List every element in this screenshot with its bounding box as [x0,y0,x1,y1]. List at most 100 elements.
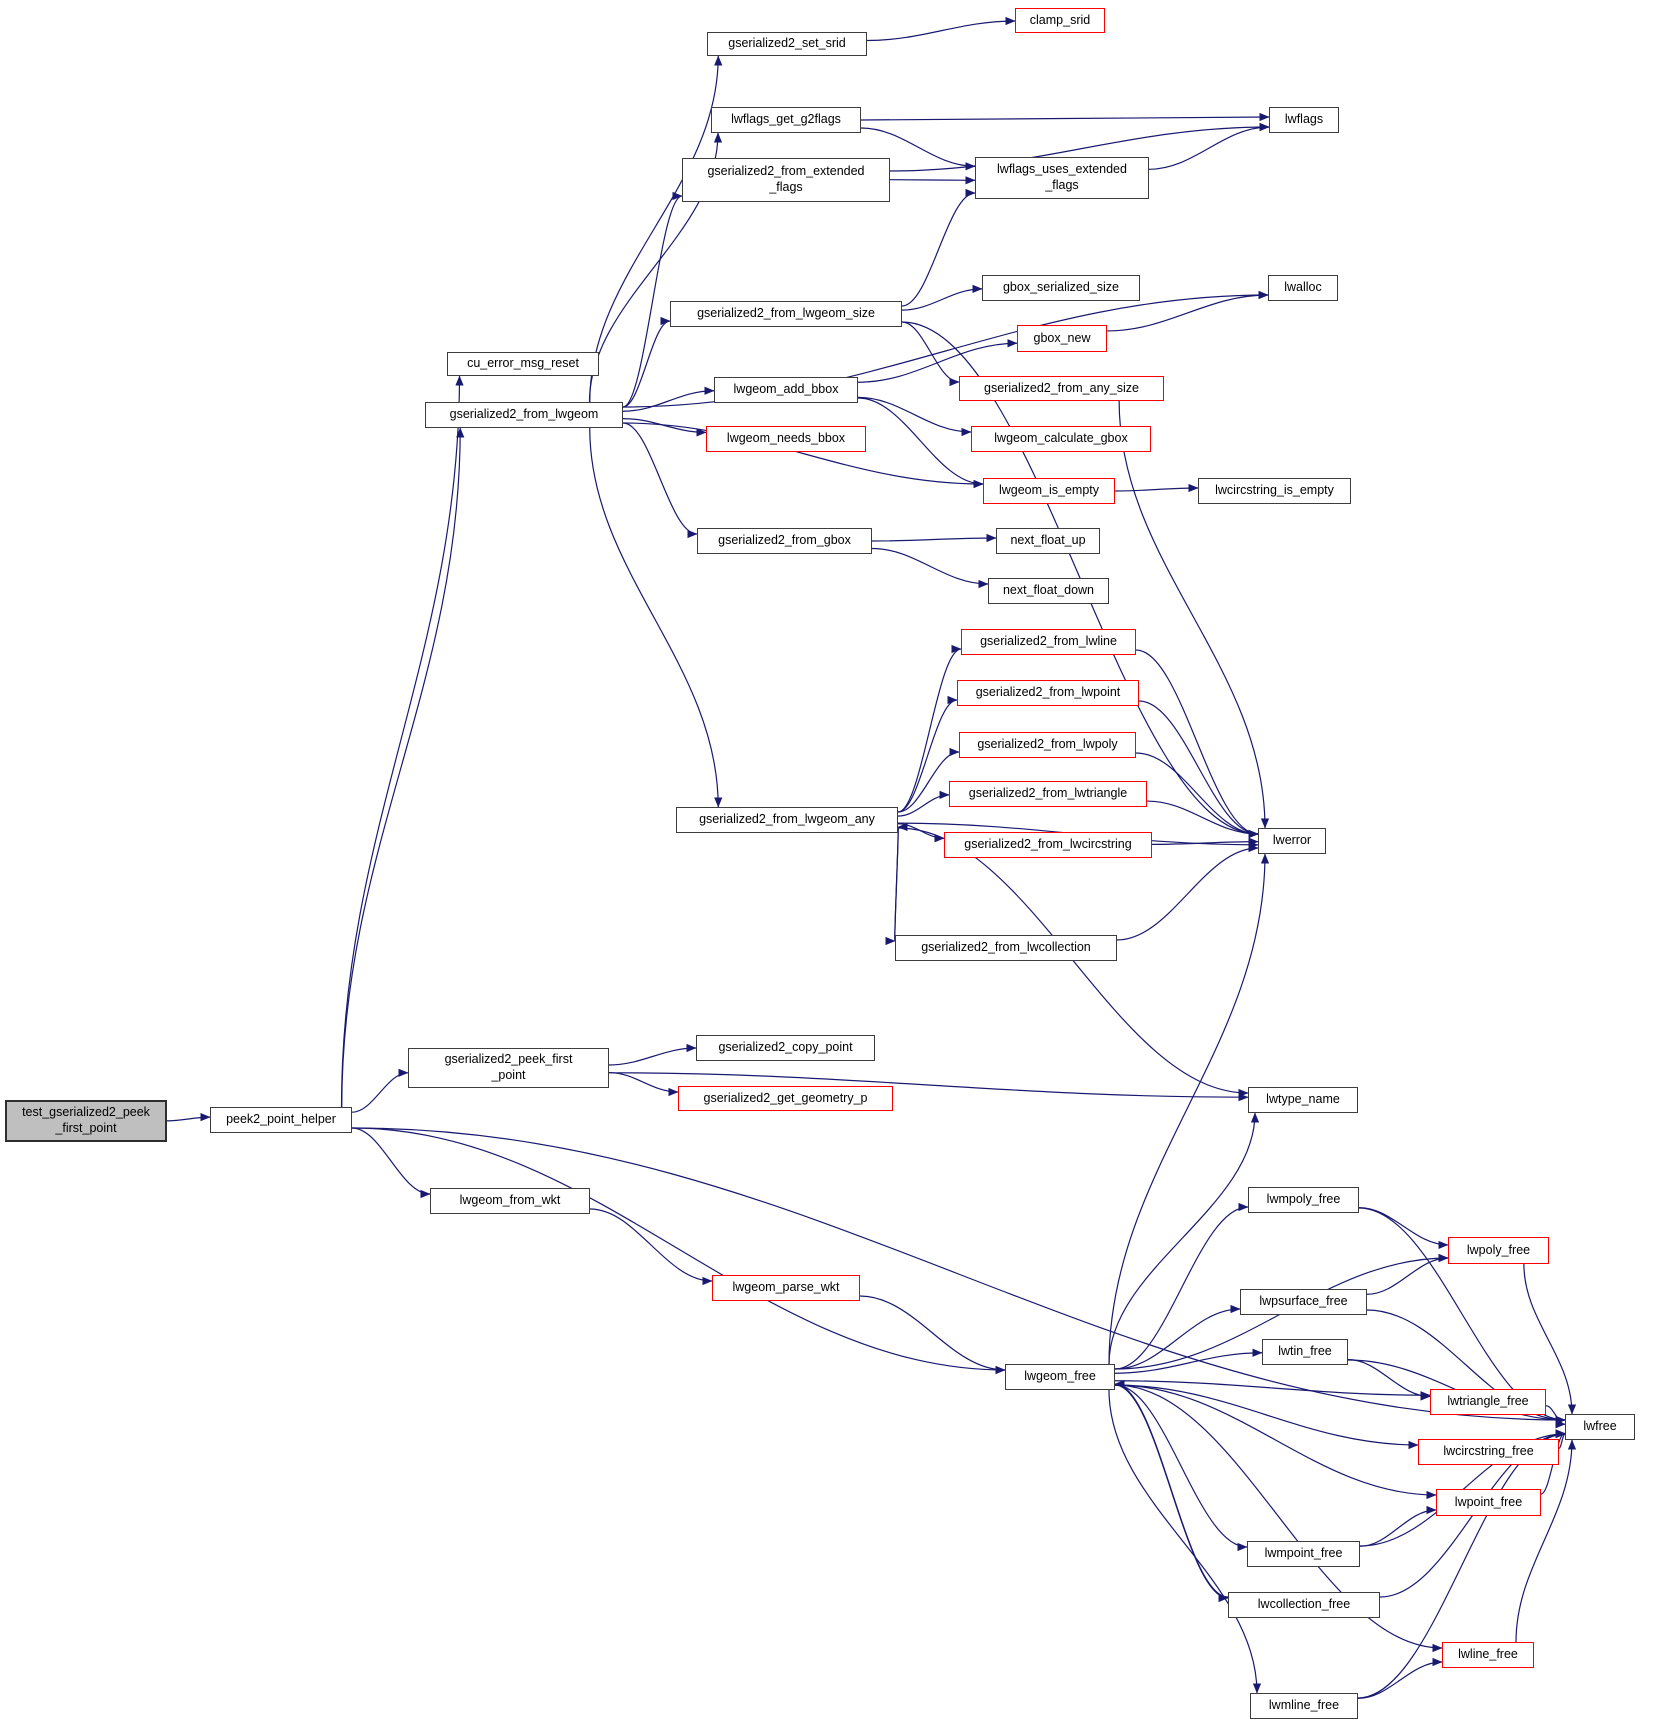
node-gserialized2_from_lwcollection[interactable]: gserialized2_from_lwcollection [895,935,1117,961]
node-lwmline_free[interactable]: lwmline_free [1250,1693,1358,1719]
node-cu_error_msg_reset[interactable]: cu_error_msg_reset [447,352,599,376]
node-gserialized2_from_any_size[interactable]: gserialized2_from_any_size [959,376,1164,401]
node-label: lwgeom_is_empty [998,483,1100,498]
node-next_float_down[interactable]: next_float_down [988,578,1109,604]
edge-test_gserialized2_peek_first_point--peek2_point_helper [166,1113,211,1122]
node-lwgeom_calculate_gbox[interactable]: lwgeom_calculate_gbox [971,426,1151,452]
node-label: lwflags_get_g2flags [731,112,841,127]
edge-lwgeom_free--lwtriangle_free [1114,1380,1431,1400]
edge-gserialized2_from_lwgeom_any--gserialized2_from_lwpoint [897,695,958,813]
node-label: lwtriangle_free [1447,1394,1529,1409]
edge-gserialized2_from_lwgeom--gserialized2_set_srid [589,55,723,403]
node-lwflags[interactable]: lwflags [1269,107,1339,133]
node-gserialized2_from_lwcircstring[interactable]: gserialized2_from_lwcircstring [944,832,1152,858]
node-lwmpoint_free[interactable]: lwmpoint_free [1247,1541,1360,1567]
node-label: lwgeom_from_wkt [459,1193,561,1208]
edge-lwmline_free--lwline_free [1357,1657,1443,1699]
edge-gserialized2_from_lwgeom--lwgeom_is_empty [622,422,984,489]
node-lwgeom_needs_bbox[interactable]: lwgeom_needs_bbox [706,426,866,452]
node-label: lwmpoint_free [1264,1546,1343,1561]
node-lwtype_name[interactable]: lwtype_name [1248,1087,1358,1113]
edge-gserialized2_from_lwgeom--gserialized2_from_gbox [622,422,698,539]
edge-lwmpoly_free--lwpoly_free [1358,1206,1449,1250]
edge-gserialized2_from_extended_flags--lwflags [889,122,1270,172]
node-label: gserialized2_copy_point [718,1040,853,1055]
node-gserialized2_copy_point[interactable]: gserialized2_copy_point [696,1035,875,1061]
node-lwcircstring_is_empty[interactable]: lwcircstring_is_empty [1198,478,1351,504]
node-lwcircstring_free[interactable]: lwcircstring_free [1418,1439,1559,1465]
node-lwmpoly_free[interactable]: lwmpoly_free [1248,1187,1359,1213]
node-gbox_new[interactable]: gbox_new [1017,325,1107,352]
node-gserialized2_peek_first_point[interactable]: gserialized2_peek_first _point [408,1048,609,1088]
edge-lwflags_uses_extended_flags--lwflags [1148,122,1270,170]
node-lwflags_uses_extended_flags[interactable]: lwflags_uses_extended _flags [975,157,1149,199]
edge-gserialized2_from_lwcircstring--lwerror [1151,837,1259,846]
node-label: lwcircstring_free [1443,1444,1534,1459]
node-lwgeom_is_empty[interactable]: lwgeom_is_empty [983,478,1115,504]
edge-gserialized2_from_lwgeom--lwgeom_add_bbox [622,386,715,412]
node-gbox_serialized_size[interactable]: gbox_serialized_size [982,275,1140,301]
node-label: gserialized2_from_any_size [984,380,1139,395]
node-label: lwpoint_free [1454,1494,1523,1509]
node-gserialized2_from_lwline[interactable]: gserialized2_from_lwline [961,629,1136,655]
edge-gserialized2_peek_first_point--gserialized2_copy_point [608,1043,697,1066]
node-clamp_srid[interactable]: clamp_srid [1015,8,1105,33]
edge-lwgeom_is_empty--lwcircstring_is_empty [1114,483,1199,493]
node-lwpsurface_free[interactable]: lwpsurface_free [1240,1289,1367,1315]
edge-gserialized2_from_lwline--lwerror [1135,649,1259,839]
edges-group [166,16,1577,1699]
node-gserialized2_from_lwgeom_any[interactable]: gserialized2_from_lwgeom_any [676,807,898,833]
node-lwgeom_free[interactable]: lwgeom_free [1005,1364,1115,1390]
node-gserialized2_from_gbox[interactable]: gserialized2_from_gbox [697,528,872,554]
edge-lwgeom_free--lwmline_free [1108,1389,1262,1694]
node-gserialized2_from_extended_flags[interactable]: gserialized2_from_extended _flags [682,158,890,202]
node-label: gserialized2_from_lwgeom_size [697,306,875,321]
edge-lwgeom_add_bbox--gbox_new [857,339,1018,383]
node-peek2_point_helper[interactable]: peek2_point_helper [210,1107,352,1133]
node-lwtin_free[interactable]: lwtin_free [1262,1339,1348,1365]
node-test_gserialized2_peek_first_point: test_gserialized2_peek _first_point [5,1100,167,1142]
node-label: lwgeom_needs_bbox [726,431,846,446]
node-lwgeom_add_bbox[interactable]: lwgeom_add_bbox [714,377,858,403]
node-gserialized2_from_lwpoly[interactable]: gserialized2_from_lwpoly [959,732,1136,758]
edge-lwgeom_free--lwerror [1108,853,1270,1365]
edge-lwcollection_free--lwgeom_free [1114,1379,1229,1598]
node-lwgeom_parse_wkt[interactable]: lwgeom_parse_wkt [712,1275,860,1301]
node-gserialized2_from_lwtriangle[interactable]: gserialized2_from_lwtriangle [949,781,1147,807]
edge-gserialized2_peek_first_point--lwtype_name [608,1072,1249,1102]
node-gserialized2_get_geometry_p[interactable]: gserialized2_get_geometry_p [678,1086,893,1111]
edge-gserialized2_from_lwgeom_size--lwflags_uses_extended_flags [901,188,976,307]
node-gserialized2_from_lwgeom[interactable]: gserialized2_from_lwgeom [425,402,623,428]
node-label: lwgeom_parse_wkt [732,1280,840,1295]
node-lwgeom_from_wkt[interactable]: lwgeom_from_wkt [430,1188,590,1214]
edge-gbox_new--lwalloc [1106,290,1269,332]
edge-gserialized2_from_lwgeom--gserialized2_from_lwgeom_any [589,427,723,808]
edge-gserialized2_from_extended_flags--lwflags_uses_extended_flags [889,176,976,185]
node-lwcollection_free[interactable]: lwcollection_free [1228,1592,1380,1618]
node-label: lwmpoly_free [1266,1192,1341,1207]
edge-peek2_point_helper--lwgeom_from_wkt [351,1127,431,1199]
node-label: gserialized2_from_lwgeom [449,407,599,422]
edge-lwgeom_add_bbox--lwgeom_calculate_gbox [857,396,972,437]
node-lwflags_get_g2flags[interactable]: lwflags_get_g2flags [711,107,861,133]
node-next_float_up[interactable]: next_float_up [996,528,1100,554]
node-label: lwflags [1284,112,1324,127]
edge-lwgeom_parse_wkt--lwgeom_free [859,1295,1006,1375]
node-lwfree[interactable]: lwfree [1565,1414,1635,1440]
edge-peek2_point_helper--lwfree [351,1127,1566,1425]
node-gserialized2_from_lwpoint[interactable]: gserialized2_from_lwpoint [957,680,1139,706]
node-lwtriangle_free[interactable]: lwtriangle_free [1430,1389,1546,1415]
node-gserialized2_from_lwgeom_size[interactable]: gserialized2_from_lwgeom_size [670,301,902,327]
edge-lwtriangle_free--lwfree [1545,1405,1566,1429]
node-lwline_free[interactable]: lwline_free [1442,1642,1534,1668]
node-lwalloc[interactable]: lwalloc [1268,275,1338,301]
node-label: lwpoly_free [1466,1242,1531,1257]
node-lwerror[interactable]: lwerror [1258,828,1326,854]
edge-gserialized2_from_lwcollection--lwerror [1116,843,1259,941]
node-gserialized2_set_srid[interactable]: gserialized2_set_srid [707,32,867,56]
node-lwpoint_free[interactable]: lwpoint_free [1436,1489,1541,1516]
edge-lwgeom_free--lwtin_free [1114,1348,1263,1374]
node-lwpoly_free[interactable]: lwpoly_free [1448,1237,1549,1264]
